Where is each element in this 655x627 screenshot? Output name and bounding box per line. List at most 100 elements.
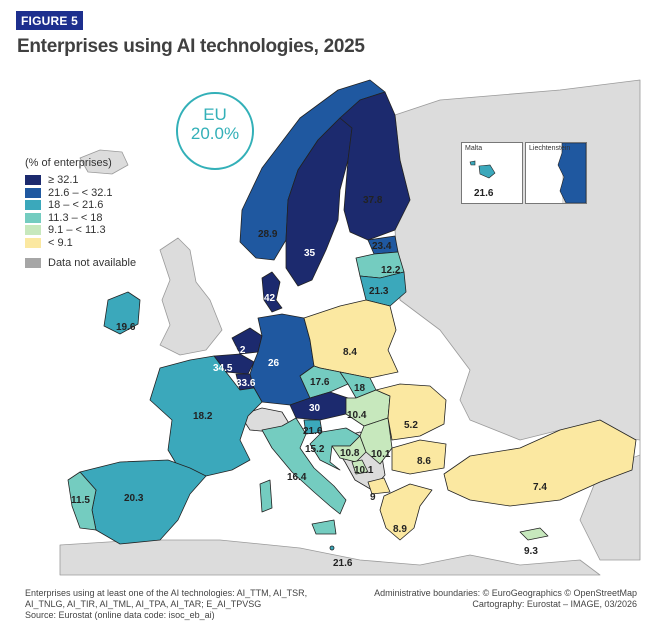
country-greece — [379, 483, 433, 541]
label-slovenia: 21.6 — [303, 426, 323, 437]
label-montenegro: 10.1 — [354, 465, 374, 476]
label-germany: 26 — [268, 358, 280, 369]
label-latvia: 12.2 — [381, 265, 401, 276]
legend-item-not-available: Data not available — [25, 257, 136, 270]
label-spain: 20.3 — [124, 493, 144, 504]
legend-label: < 9.1 — [48, 236, 73, 249]
legend-label: 21.6 – < 32.1 — [48, 186, 113, 199]
legend-swatch — [25, 237, 41, 248]
legend-swatch — [25, 175, 41, 186]
legend-item: ≥ 32.1 — [25, 174, 136, 187]
label-greece: 8.9 — [393, 524, 407, 535]
inset-liechtenstein-label: Liechtenstein — [529, 145, 571, 152]
cartography-credit: Cartography: Eurostat – IMAGE, 03/2026 — [472, 599, 637, 609]
label-lithuania: 21.3 — [369, 286, 389, 297]
label-portugal: 11.5 — [71, 495, 90, 506]
label-croatia: 15.2 — [305, 444, 325, 455]
country-sicily — [311, 519, 337, 535]
page-title: Enterprises using AI technologies, 2025 — [17, 36, 365, 57]
footer-credits: Administrative boundaries: © EuroGeograp… — [374, 588, 637, 610]
legend-item: 21.6 – < 32.1 — [25, 187, 136, 200]
label-estonia: 23.4 — [372, 241, 392, 252]
malta-island — [469, 160, 496, 179]
label-romania: 5.2 — [404, 420, 418, 431]
inset-malta-label: Malta — [465, 145, 483, 152]
label-italy: 16.4 — [287, 472, 307, 483]
label-hungary: 10.4 — [347, 410, 367, 421]
country-ireland — [103, 291, 141, 335]
inset-liechtenstein-shape — [526, 143, 586, 203]
eu-average-badge: EU 20.0% — [176, 92, 254, 170]
country-finland — [339, 91, 411, 241]
land-non-eu-africa — [59, 539, 601, 576]
label-czechia: 17.6 — [310, 377, 330, 388]
label-sweden: 35 — [304, 248, 316, 259]
legend-label: 18 – < 21.6 — [48, 199, 104, 212]
country-poland — [303, 299, 399, 379]
legend-swatch — [25, 200, 41, 211]
country-denmark — [261, 271, 283, 313]
label-finland: 37.8 — [363, 195, 383, 206]
legend-title: (% of enterprises) — [25, 157, 112, 169]
label-ireland: 19.6 — [116, 322, 136, 333]
country-romania — [375, 383, 447, 441]
legend-swatch — [25, 225, 41, 236]
label-norway: 28.9 — [258, 229, 278, 240]
label-luxembourg: 33.6 — [236, 378, 256, 389]
note-line-1: Enterprises using at least one of the AI… — [25, 588, 308, 598]
label-north-macedonia: 9 — [370, 492, 376, 503]
inset-white-area — [526, 143, 562, 203]
source-line: Source: Eurostat (online data code: isoc… — [25, 610, 215, 620]
land-non-eu-uk — [159, 237, 223, 356]
legend-label: 11.3 – < 18 — [48, 211, 103, 224]
eu-label: EU — [203, 105, 227, 124]
label-austria: 30 — [309, 403, 321, 414]
legend-item: < 9.1 — [25, 237, 136, 250]
country-portugal — [67, 471, 97, 531]
land-non-eu-iceland — [79, 149, 129, 175]
label-netherlands: 33.2 — [226, 345, 246, 356]
country-france — [149, 355, 263, 477]
country-malta-dot — [329, 545, 335, 551]
legend-swatch — [25, 212, 41, 223]
country-croatia — [309, 427, 361, 471]
legend-label: Data not available — [48, 257, 137, 270]
inset-malta-shape — [469, 160, 496, 179]
label-bulgaria: 8.6 — [417, 456, 431, 467]
inset-malta: Malta 21.6 — [461, 142, 523, 204]
legend-item: 18 – < 21.6 — [25, 199, 136, 212]
legend-swatch — [25, 187, 41, 198]
label-poland: 8.4 — [343, 347, 357, 358]
country-north-macedonia — [367, 477, 391, 495]
label-serbia: 10.1 — [371, 449, 391, 460]
label-malta-main: 21.6 — [333, 558, 353, 569]
country-cyprus — [519, 527, 549, 541]
footer-notes: Enterprises using at least one of the AI… — [25, 588, 307, 621]
country-montenegro — [351, 459, 369, 475]
legend-item: 9.1 – < 11.3 — [25, 224, 136, 237]
country-germany — [249, 313, 315, 406]
country-turkiye — [443, 419, 637, 507]
legend-label: 9.1 – < 11.3 — [48, 224, 106, 237]
boundaries-credit: Administrative boundaries: © EuroGeograp… — [374, 588, 637, 598]
legend: (% of enterprises) ≥ 32.1 21.6 – < 32.1 … — [25, 157, 136, 270]
label-france: 18.2 — [193, 411, 213, 422]
note-line-2: AI_TNLG, AI_TIR, AI_TML, AI_TPA, AI_TAR;… — [25, 599, 262, 609]
country-italy — [261, 417, 347, 515]
country-sardinia — [259, 479, 273, 513]
label-bosnia: 10.8 — [340, 448, 360, 459]
legend-swatch — [25, 258, 41, 269]
label-slovakia: 18 — [354, 383, 366, 394]
label-belgium: 34.5 — [213, 363, 233, 374]
inset-malta-value: 21.6 — [474, 188, 494, 199]
legend-item: 11.3 – < 18 — [25, 212, 136, 225]
country-bulgaria — [391, 439, 447, 475]
eu-value: 20.0% — [190, 124, 240, 143]
liechtenstein-territory — [557, 143, 586, 203]
legend-label: ≥ 32.1 — [48, 174, 79, 187]
label-denmark: 42 — [264, 293, 276, 304]
inset-liechtenstein: Liechtenstein — [525, 142, 587, 204]
figure-label: FIGURE 5 — [16, 11, 83, 30]
label-cyprus: 9.3 — [524, 546, 538, 557]
